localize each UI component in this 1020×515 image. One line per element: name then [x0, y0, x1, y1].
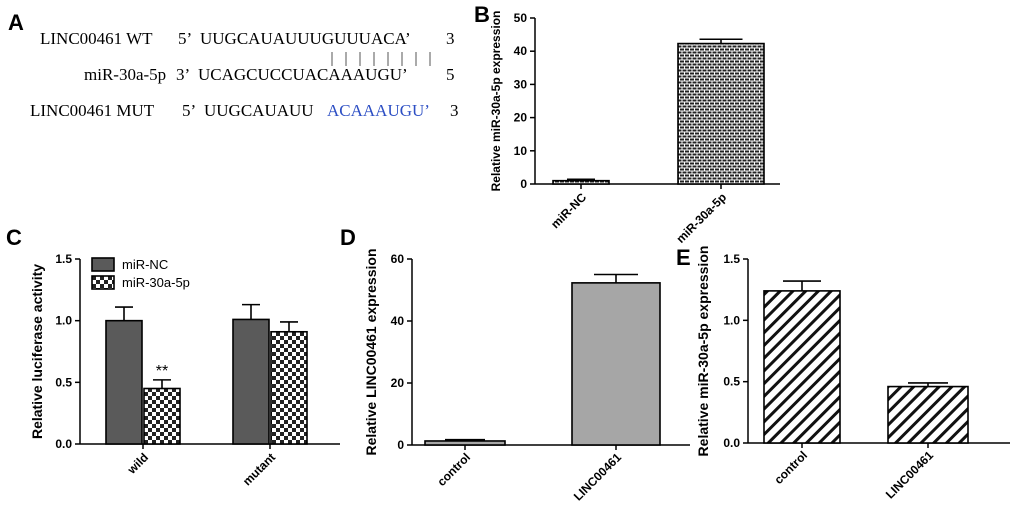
y-tick-label: 20	[514, 111, 528, 125]
y-tick-label: 0.5	[55, 375, 72, 389]
y-tick-label: 0.5	[723, 375, 740, 389]
y-tick-label: 0	[397, 438, 404, 452]
bar	[232, 318, 270, 445]
y-tick-label: 30	[514, 77, 528, 91]
y-tick-label: 50	[514, 11, 528, 25]
legend-swatch	[91, 275, 115, 290]
wt-sequence: UUGCAUAUUUGUUUACA’	[200, 29, 411, 48]
mir-sequence: UCAGCUCCUACAAAUGU’	[198, 65, 408, 84]
wt-name: LINC00461 WT	[40, 29, 153, 48]
y-axis-label: Relative luciferase activity	[29, 264, 45, 439]
y-tick-label: 1.0	[55, 314, 72, 328]
x-tick-label: wild	[124, 450, 151, 477]
x-tick-label: control	[771, 448, 810, 487]
y-tick-label: 0.0	[723, 436, 740, 450]
panel-a: A LINC00461 WT 5’ UUGCAUAUUUGUUUACA’ 3 m…	[8, 10, 459, 120]
legend-label: miR-NC	[122, 257, 168, 272]
significance-label: **	[156, 363, 168, 380]
mir-suffix: 5	[446, 65, 455, 84]
panel-label-c: C	[6, 225, 22, 250]
mir-prefix: 3’	[176, 65, 190, 84]
legend-label: miR-30a-5p	[122, 275, 190, 290]
panel-e-chart: 0.0 0.5 1.0 1.5 Relative miR-30a-5p expressi…	[695, 246, 1010, 502]
panel-label-d: D	[340, 225, 356, 250]
bar	[105, 319, 143, 445]
y-axis-label: Relative LINC00461 expression	[363, 249, 379, 456]
mut-name: LINC00461 MUT	[30, 101, 155, 120]
bar	[887, 385, 969, 444]
panel-label-a: A	[8, 10, 24, 35]
panel-b-chart: 0 10 20 30 40 50 Relative miR-30a-5p expressio…	[489, 11, 780, 246]
panel-d-chart: 0 20 40 60 Relative LINC00461 expression cont…	[363, 249, 690, 504]
y-tick-label: 1.5	[55, 252, 72, 266]
y-tick-label: 1.5	[723, 252, 740, 266]
x-tick-label: miR-30a-5p	[673, 190, 729, 246]
panel-c-chart: 0.0 0.5 1.0 1.5 Relative luciferase activity…	[29, 252, 340, 488]
mut-sequence-plain: UUGCAUAUU	[204, 101, 314, 120]
panel-label-e: E	[676, 245, 691, 270]
mut-sequence-mutated: ACAAAUGU’	[327, 101, 430, 120]
bar	[424, 440, 506, 446]
y-tick-label: 40	[391, 314, 405, 328]
bar	[270, 330, 308, 445]
y-tick-label: 0	[520, 177, 527, 191]
x-tick-label: LINC00461	[883, 448, 937, 502]
bar	[677, 42, 765, 185]
panel-label-b: B	[474, 2, 490, 27]
x-tick-label: control	[434, 450, 473, 489]
y-tick-label: 60	[391, 252, 405, 266]
y-tick-label: 40	[514, 44, 528, 58]
x-tick-label: miR-NC	[548, 190, 589, 231]
legend-swatch	[91, 257, 115, 272]
base-pair-lines	[331, 52, 431, 66]
bar	[143, 387, 181, 445]
y-tick-label: 1.0	[723, 313, 740, 327]
y-tick-label: 0.0	[55, 437, 72, 451]
bar	[763, 290, 841, 444]
mut-prefix: 5’	[182, 101, 196, 120]
mir-name: miR-30a-5p	[84, 65, 166, 84]
wt-prefix: 5’	[178, 29, 192, 48]
y-tick-label: 20	[391, 376, 405, 390]
x-tick-label: LINC00461	[571, 450, 625, 504]
y-axis-label: Relative miR-30a-5p expression	[489, 11, 503, 192]
y-axis-label: Relative miR-30a-5p expression	[695, 246, 711, 457]
bar	[552, 179, 610, 185]
x-tick-label: mutant	[240, 450, 278, 488]
mut-suffix: 3	[450, 101, 459, 120]
wt-suffix: 3	[446, 29, 455, 48]
bar	[571, 282, 661, 446]
y-tick-label: 10	[514, 144, 528, 158]
